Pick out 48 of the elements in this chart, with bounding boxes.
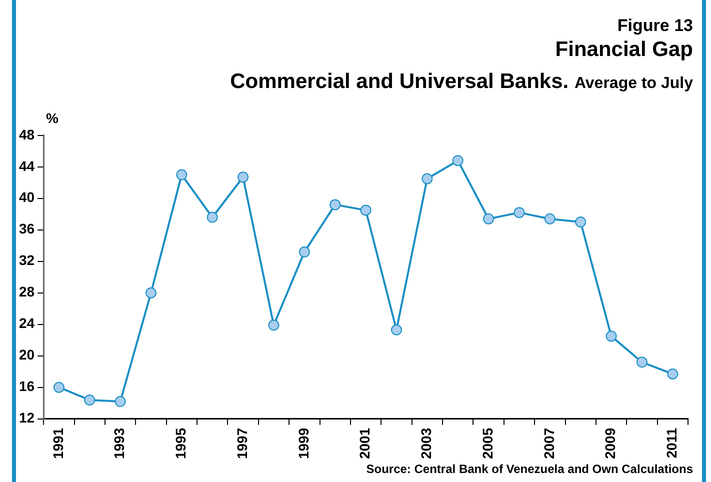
caption: Figure 13 — [617, 16, 693, 36]
y-tick-label: 16 — [18, 378, 35, 394]
point — [330, 199, 341, 210]
x-tick-label: 2007 — [540, 428, 557, 460]
point — [53, 382, 64, 393]
y-tick-label: 24 — [18, 315, 35, 332]
point — [667, 368, 678, 380]
text: Average to July — [574, 75, 693, 92]
x-tick-label: 1997 — [234, 428, 250, 460]
point — [238, 172, 249, 183]
chart-title: Financial Gap — [555, 38, 693, 62]
point — [422, 173, 433, 184]
y-axis-title: % — [46, 110, 58, 126]
point — [606, 330, 617, 342]
y-tick-label: 40 — [18, 189, 35, 206]
y-tick-label: 36 — [18, 220, 35, 237]
point — [483, 213, 494, 224]
point — [360, 204, 372, 216]
x-tick-label: 1993 — [111, 428, 128, 460]
y-tick-label: 32 — [18, 252, 35, 268]
x-tick-label: 2003 — [418, 428, 434, 460]
y-tick-label: 28 — [18, 284, 35, 300]
point — [575, 216, 586, 228]
x-tick-label: 2001 — [356, 428, 373, 460]
point — [544, 213, 556, 224]
x-tick-label: 2011 — [664, 428, 680, 458]
chart-subtitle: Commercial and Universal Banks. — [230, 70, 569, 93]
point — [84, 394, 96, 406]
y-tick-label: 20 — [18, 346, 35, 363]
x-tick-label: 2009 — [602, 428, 618, 460]
x-tick-label: 1991 — [50, 428, 66, 460]
x-tick-label: 1995 — [172, 428, 189, 460]
source-note: Source: Central Bank of Venezuela and Own Calculations — [366, 462, 693, 476]
point — [298, 246, 310, 258]
point — [145, 287, 156, 298]
point — [268, 320, 280, 331]
point — [114, 396, 126, 408]
point — [206, 212, 218, 223]
y-tick-label: 12 — [18, 410, 35, 426]
x-tick-label: 1999 — [295, 428, 312, 460]
y-tick-label: 44 — [18, 158, 35, 174]
point — [636, 356, 648, 368]
point — [176, 169, 188, 180]
x-tick-label: 2005 — [479, 428, 496, 460]
point — [514, 207, 525, 218]
point — [452, 155, 464, 166]
y-tick-label: 48 — [18, 126, 35, 142]
point — [390, 324, 402, 336]
